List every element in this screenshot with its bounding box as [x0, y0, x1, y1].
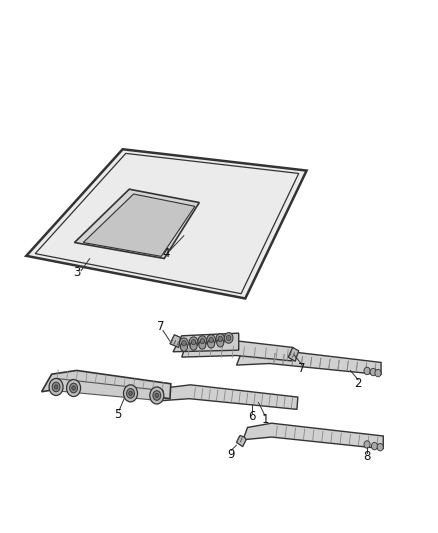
Text: 2: 2	[354, 377, 362, 390]
Polygon shape	[243, 423, 383, 449]
Polygon shape	[49, 378, 163, 401]
Circle shape	[129, 391, 132, 395]
Polygon shape	[288, 348, 299, 361]
Text: 9: 9	[227, 448, 235, 461]
Circle shape	[150, 387, 164, 404]
Circle shape	[49, 378, 63, 395]
Polygon shape	[237, 435, 246, 447]
Circle shape	[180, 338, 188, 349]
Circle shape	[180, 343, 187, 351]
Polygon shape	[26, 149, 307, 298]
Circle shape	[216, 334, 225, 344]
Circle shape	[224, 333, 233, 343]
Circle shape	[200, 338, 205, 344]
Circle shape	[371, 442, 378, 450]
Circle shape	[72, 386, 75, 390]
Circle shape	[127, 389, 134, 398]
Circle shape	[199, 341, 206, 349]
Circle shape	[364, 367, 370, 375]
Circle shape	[191, 340, 196, 345]
Circle shape	[155, 393, 159, 398]
Text: 3: 3	[73, 266, 80, 279]
Polygon shape	[237, 349, 381, 375]
Polygon shape	[35, 154, 299, 294]
Text: 8: 8	[364, 450, 371, 463]
Circle shape	[54, 385, 58, 389]
Text: 7: 7	[157, 320, 165, 333]
Polygon shape	[182, 341, 293, 361]
Text: 1: 1	[261, 413, 269, 426]
Circle shape	[189, 337, 198, 348]
Circle shape	[226, 335, 231, 341]
Circle shape	[207, 335, 215, 345]
Polygon shape	[170, 335, 180, 348]
Circle shape	[153, 391, 161, 400]
Polygon shape	[83, 194, 195, 256]
Circle shape	[375, 369, 381, 377]
Circle shape	[182, 341, 186, 346]
Text: 5: 5	[115, 408, 122, 421]
Circle shape	[190, 342, 197, 350]
Circle shape	[217, 338, 224, 347]
Circle shape	[52, 382, 60, 392]
Polygon shape	[42, 370, 171, 399]
Polygon shape	[160, 385, 298, 409]
Circle shape	[208, 340, 215, 348]
Text: 4: 4	[162, 247, 170, 260]
Circle shape	[124, 385, 138, 402]
Circle shape	[209, 337, 213, 343]
Polygon shape	[173, 333, 239, 352]
Circle shape	[67, 379, 81, 397]
Text: 6: 6	[248, 410, 256, 423]
Polygon shape	[74, 189, 199, 259]
Text: 7: 7	[298, 362, 306, 375]
Circle shape	[370, 368, 376, 376]
Circle shape	[377, 443, 383, 451]
Circle shape	[364, 441, 370, 448]
Circle shape	[198, 336, 207, 346]
Circle shape	[218, 336, 223, 342]
Circle shape	[70, 383, 78, 393]
